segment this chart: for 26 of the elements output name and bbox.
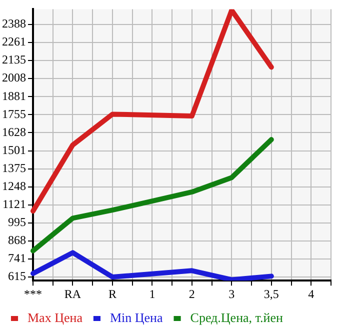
x-tick-label: 3: [228, 286, 235, 301]
x-tick-label: 2: [188, 286, 195, 301]
legend-label: Сред.Цена, т.йен: [190, 310, 283, 325]
y-tick-label: 741: [8, 251, 26, 266]
y-tick-label: 2008: [2, 70, 26, 85]
x-tick-label: R: [108, 286, 116, 301]
y-tick-label: 2261: [2, 34, 26, 49]
y-tick-label: 615: [8, 269, 26, 284]
y-tick-label: 1375: [2, 160, 26, 175]
y-tick-label: 1501: [2, 142, 26, 157]
y-tick-label: 1755: [2, 106, 26, 121]
y-tick-label: 2388: [2, 16, 26, 31]
x-tick-label: 1: [149, 286, 156, 301]
y-tick-label: 1248: [2, 179, 26, 194]
legend-label: Min Цена: [110, 310, 163, 325]
legend-label: Max Цена: [28, 310, 83, 325]
x-tick-label: 3,5: [264, 286, 279, 301]
y-tick-label: 2135: [2, 52, 26, 67]
y-tick-label: 868: [8, 233, 26, 248]
y-tick-label: 1881: [2, 88, 26, 103]
x-tick-label: ***: [24, 286, 42, 301]
y-tick-label: 1121: [2, 197, 26, 212]
y-tick-label: 1628: [2, 124, 26, 139]
y-tick-label: 995: [8, 215, 26, 230]
x-tick-label: RA: [64, 286, 82, 301]
x-tick-label: 4: [308, 286, 314, 301]
